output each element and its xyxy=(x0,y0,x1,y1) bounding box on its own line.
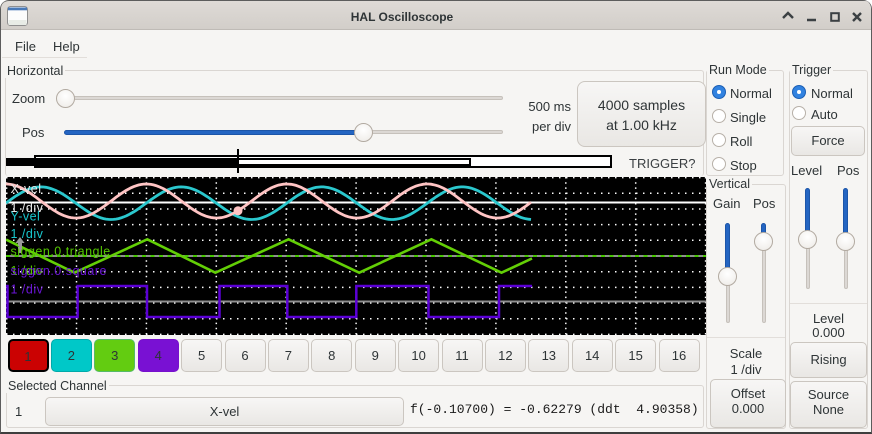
svg-text:siggen.0.triangle: siggen.0.triangle xyxy=(11,245,111,259)
svg-text:1 /div: 1 /div xyxy=(11,201,44,215)
svg-text:Y-vel: Y-vel xyxy=(11,210,41,224)
svg-text:X-vel: X-vel xyxy=(11,182,42,196)
svg-text:1 /div: 1 /div xyxy=(11,283,44,297)
svg-text:1 /div: 1 /div xyxy=(11,264,44,278)
svg-text:1 /div: 1 /div xyxy=(11,227,44,241)
svg-text:siggen.0.square: siggen.0.square xyxy=(11,264,107,278)
